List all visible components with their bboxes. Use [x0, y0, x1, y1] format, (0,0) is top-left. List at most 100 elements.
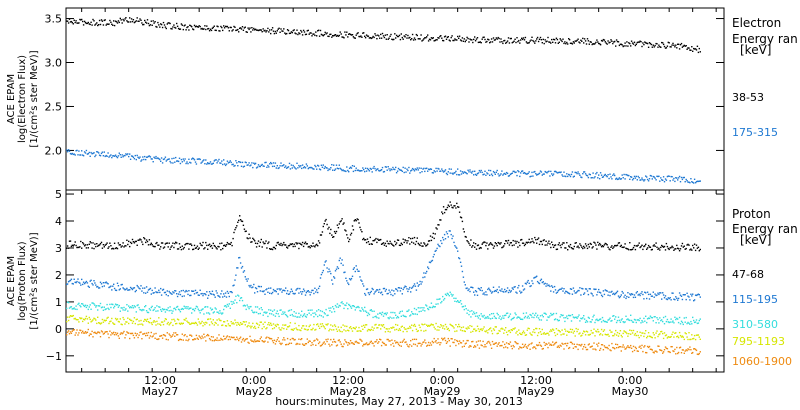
data-point: [511, 318, 513, 320]
data-point: [325, 323, 327, 326]
data-point: [601, 334, 604, 336]
data-point: [301, 164, 304, 166]
data-point: [174, 290, 176, 292]
data-point: [621, 346, 623, 348]
data-point: [521, 37, 523, 39]
data-point: [314, 329, 316, 331]
data-point: [156, 26, 158, 28]
data-point: [266, 336, 268, 338]
data-point: [491, 41, 494, 43]
data-point: [340, 262, 342, 265]
data-point: [527, 315, 529, 317]
data-point: [494, 289, 496, 292]
data-point: [230, 321, 232, 323]
data-point: [633, 294, 636, 296]
data-point: [249, 335, 251, 338]
data-point: [398, 287, 401, 289]
data-point: [696, 322, 699, 325]
data-point: [464, 343, 466, 345]
data-point: [139, 288, 141, 290]
data-point: [332, 169, 334, 171]
data-point: [284, 166, 286, 169]
data-point: [295, 168, 297, 170]
data-point: [620, 178, 622, 180]
data-point: [583, 171, 585, 173]
data-point: [347, 169, 349, 172]
data-point: [622, 177, 624, 179]
data-point: [559, 331, 561, 333]
data-point: [408, 327, 410, 329]
data-point: [586, 321, 589, 323]
data-point: [305, 343, 308, 345]
data-point: [458, 37, 460, 39]
data-point: [305, 33, 308, 35]
data-point: [676, 297, 678, 300]
data-point: [333, 276, 335, 278]
data-point: [634, 248, 637, 251]
data-point: [171, 28, 173, 30]
data-point: [567, 330, 569, 333]
data-point: [225, 25, 228, 28]
data-point: [429, 168, 432, 170]
data-point: [189, 334, 191, 336]
data-point: [313, 340, 315, 342]
data-point: [303, 31, 306, 33]
data-point: [160, 308, 162, 311]
data-point: [370, 309, 372, 311]
data-point: [533, 316, 535, 319]
data-point: [343, 343, 345, 345]
data-point: [304, 167, 307, 169]
data-point: [669, 46, 671, 48]
data-point: [194, 307, 197, 310]
data-point: [447, 171, 449, 173]
data-point: [654, 245, 656, 247]
data-point: [685, 247, 687, 250]
data-point: [395, 341, 398, 343]
data-point: [588, 334, 590, 336]
data-point: [143, 292, 145, 294]
data-point: [695, 294, 698, 297]
data-point: [681, 349, 684, 351]
data-point: [193, 24, 196, 27]
data-point: [189, 243, 191, 245]
data-point: [383, 36, 386, 39]
data-point: [238, 161, 240, 163]
data-point: [384, 34, 387, 36]
data-point: [422, 245, 424, 247]
data-point: [489, 42, 491, 44]
data-point: [215, 322, 217, 325]
data-point: [287, 166, 290, 168]
data-point: [378, 169, 380, 172]
data-point: [217, 245, 219, 248]
data-point: [688, 332, 690, 334]
data-point: [540, 240, 543, 243]
data-point: [296, 328, 298, 331]
data-point: [189, 161, 191, 164]
data-point: [549, 344, 551, 346]
data-point: [97, 309, 99, 311]
data-point: [88, 286, 90, 288]
data-point: [404, 285, 406, 287]
y-axis-title-line: ACE EPAM: [6, 256, 17, 306]
data-point: [348, 303, 350, 306]
data-point: [233, 165, 235, 167]
data-point: [526, 329, 528, 331]
data-point: [562, 333, 564, 335]
data-point: [82, 242, 84, 244]
data-point: [597, 291, 599, 293]
data-point: [670, 346, 672, 348]
data-point: [263, 165, 265, 167]
data-point: [322, 325, 324, 327]
data-point: [333, 236, 335, 238]
data-point: [289, 338, 292, 341]
data-point: [385, 38, 387, 40]
data-point: [129, 153, 131, 155]
data-point: [397, 316, 400, 319]
data-point: [207, 318, 210, 320]
data-point: [315, 31, 317, 33]
data-point: [285, 344, 287, 346]
data-point: [277, 167, 279, 170]
data-point: [690, 248, 692, 250]
data-point: [325, 167, 327, 169]
data-point: [192, 308, 194, 311]
